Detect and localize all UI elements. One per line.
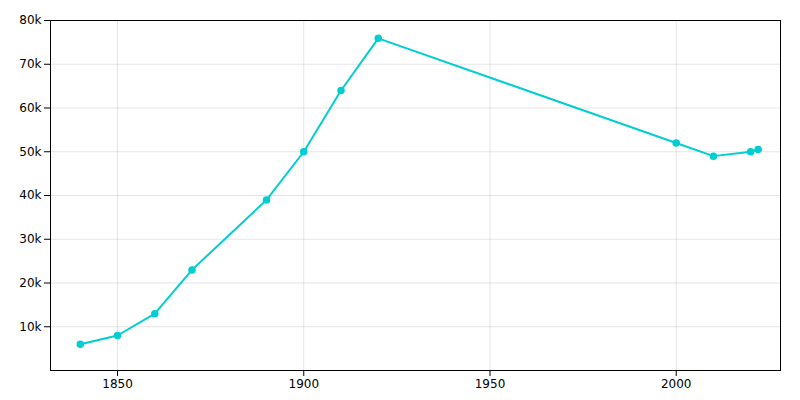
- svg-text:40k: 40k: [19, 188, 41, 202]
- svg-text:80k: 80k: [19, 13, 41, 27]
- svg-text:1850: 1850: [102, 377, 133, 391]
- svg-text:10k: 10k: [19, 320, 41, 334]
- svg-text:20k: 20k: [19, 276, 41, 290]
- svg-text:2000: 2000: [661, 377, 692, 391]
- svg-text:1900: 1900: [288, 377, 319, 391]
- svg-text:1950: 1950: [475, 377, 506, 391]
- svg-text:60k: 60k: [19, 101, 41, 115]
- svg-text:50k: 50k: [19, 145, 41, 159]
- svg-text:70k: 70k: [19, 57, 41, 71]
- svg-text:30k: 30k: [19, 232, 41, 246]
